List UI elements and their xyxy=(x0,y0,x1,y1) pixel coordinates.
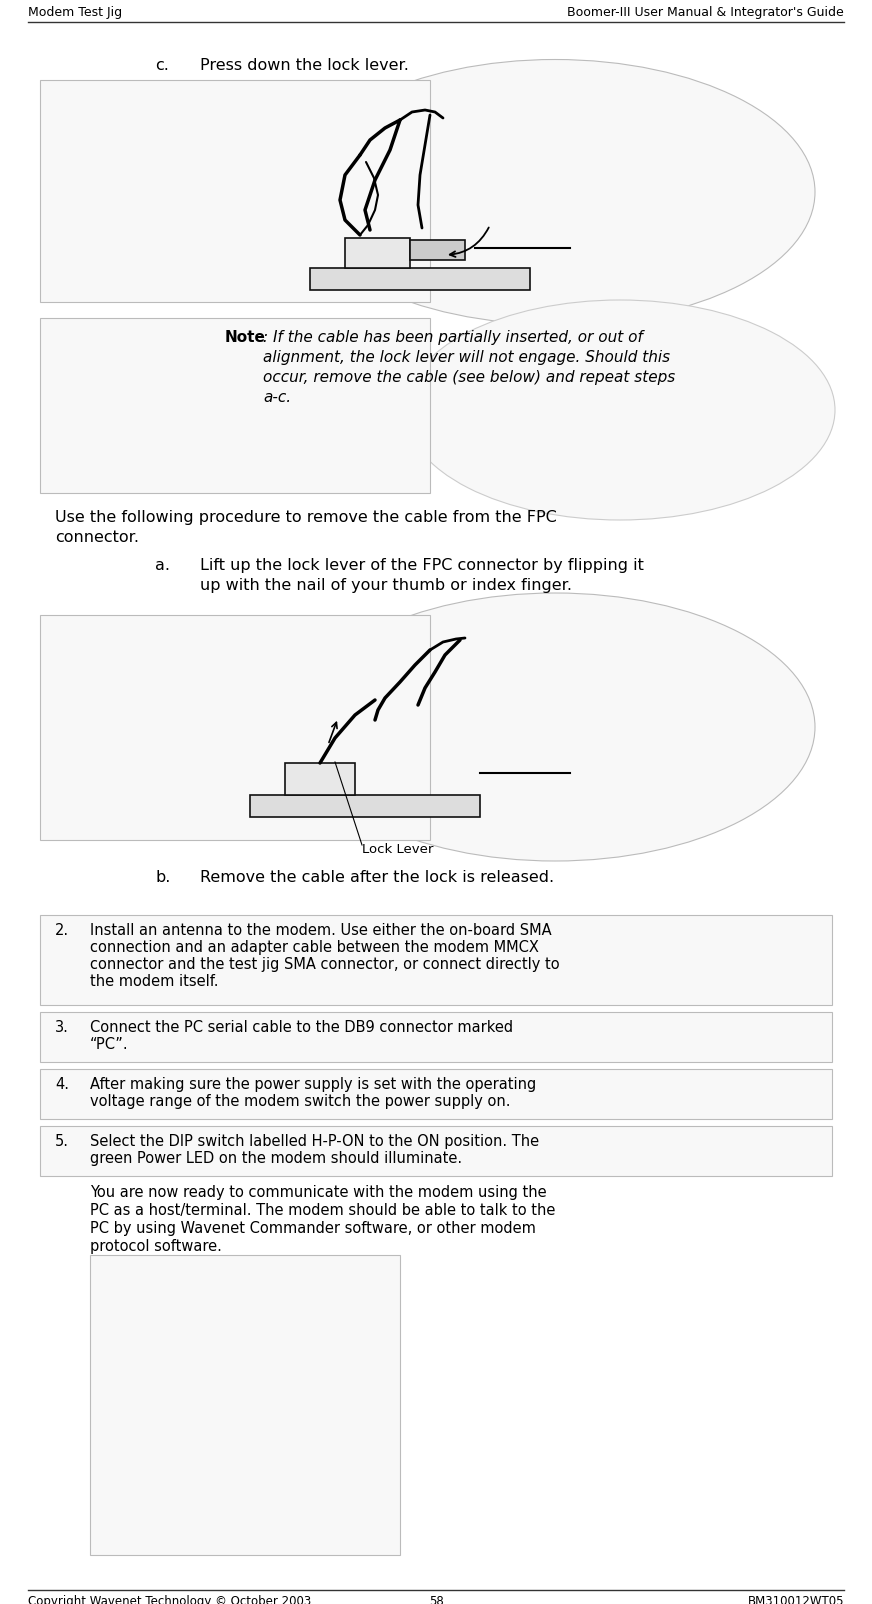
Bar xyxy=(345,237,410,268)
Bar xyxy=(310,268,530,290)
Text: : If the cable has been partially inserted, or out of: : If the cable has been partially insert… xyxy=(263,330,643,345)
Ellipse shape xyxy=(295,59,815,324)
Text: Connect the PC serial cable to the DB9 connector marked: Connect the PC serial cable to the DB9 c… xyxy=(90,1020,513,1035)
Text: green Power LED on the modem should illuminate.: green Power LED on the modem should illu… xyxy=(90,1152,462,1166)
Text: b.: b. xyxy=(155,869,170,885)
Bar xyxy=(250,796,480,816)
Text: Press down the lock lever.: Press down the lock lever. xyxy=(200,58,409,74)
Bar xyxy=(410,241,465,260)
Bar xyxy=(285,764,355,796)
Text: connection and an adapter cable between the modem MMCX: connection and an adapter cable between … xyxy=(90,940,539,954)
Bar xyxy=(40,1068,832,1120)
Text: Remove the cable after the lock is released.: Remove the cable after the lock is relea… xyxy=(200,869,554,885)
Text: 5.: 5. xyxy=(55,1134,69,1148)
Bar xyxy=(40,1126,832,1176)
Text: connector and the test jig SMA connector, or connect directly to: connector and the test jig SMA connector… xyxy=(90,958,560,972)
Text: alignment, the lock lever will not engage. Should this: alignment, the lock lever will not engag… xyxy=(263,350,670,366)
Text: BM310012WT05: BM310012WT05 xyxy=(747,1594,844,1604)
Text: Copyright Wavenet Technology © October 2003: Copyright Wavenet Technology © October 2… xyxy=(28,1594,311,1604)
Ellipse shape xyxy=(405,300,835,520)
Text: Note: Note xyxy=(225,330,266,345)
Text: voltage range of the modem switch the power supply on.: voltage range of the modem switch the po… xyxy=(90,1094,510,1108)
Text: “PC”.: “PC”. xyxy=(90,1038,129,1052)
Text: Lift up the lock lever of the FPC connector by flipping it: Lift up the lock lever of the FPC connec… xyxy=(200,558,644,573)
Text: After making sure the power supply is set with the operating: After making sure the power supply is se… xyxy=(90,1076,536,1092)
Text: 3.: 3. xyxy=(55,1020,69,1035)
Text: connector.: connector. xyxy=(55,529,139,545)
Text: occur, remove the cable (see below) and repeat steps: occur, remove the cable (see below) and … xyxy=(263,371,675,385)
Text: PC by using Wavenet Commander software, or other modem: PC by using Wavenet Commander software, … xyxy=(90,1221,536,1237)
Text: 2.: 2. xyxy=(55,922,69,938)
Bar xyxy=(40,80,430,302)
Text: Modem Test Jig: Modem Test Jig xyxy=(28,6,122,19)
Text: protocol software.: protocol software. xyxy=(90,1238,221,1254)
Text: up with the nail of your thumb or index finger.: up with the nail of your thumb or index … xyxy=(200,577,572,593)
Bar xyxy=(40,614,430,840)
Text: 58: 58 xyxy=(429,1594,443,1604)
Text: 4.: 4. xyxy=(55,1076,69,1092)
Bar xyxy=(40,914,832,1006)
Text: Select the DIP switch labelled H-P-ON to the ON position. The: Select the DIP switch labelled H-P-ON to… xyxy=(90,1134,539,1148)
Text: the modem itself.: the modem itself. xyxy=(90,974,219,990)
Text: Lock Lever: Lock Lever xyxy=(362,844,433,857)
Text: Boomer-III User Manual & Integrator's Guide: Boomer-III User Manual & Integrator's Gu… xyxy=(568,6,844,19)
Text: a-c.: a-c. xyxy=(263,390,291,404)
Bar xyxy=(40,318,430,492)
Text: PC as a host/terminal. The modem should be able to talk to the: PC as a host/terminal. The modem should … xyxy=(90,1203,555,1217)
Text: a.: a. xyxy=(155,558,170,573)
Ellipse shape xyxy=(295,593,815,861)
Text: Use the following procedure to remove the cable from the FPC: Use the following procedure to remove th… xyxy=(55,510,556,525)
Text: You are now ready to communicate with the modem using the: You are now ready to communicate with th… xyxy=(90,1185,547,1200)
Bar xyxy=(90,1254,400,1554)
Text: Install an antenna to the modem. Use either the on-board SMA: Install an antenna to the modem. Use eit… xyxy=(90,922,552,938)
Bar xyxy=(40,1012,832,1062)
Text: c.: c. xyxy=(155,58,169,74)
